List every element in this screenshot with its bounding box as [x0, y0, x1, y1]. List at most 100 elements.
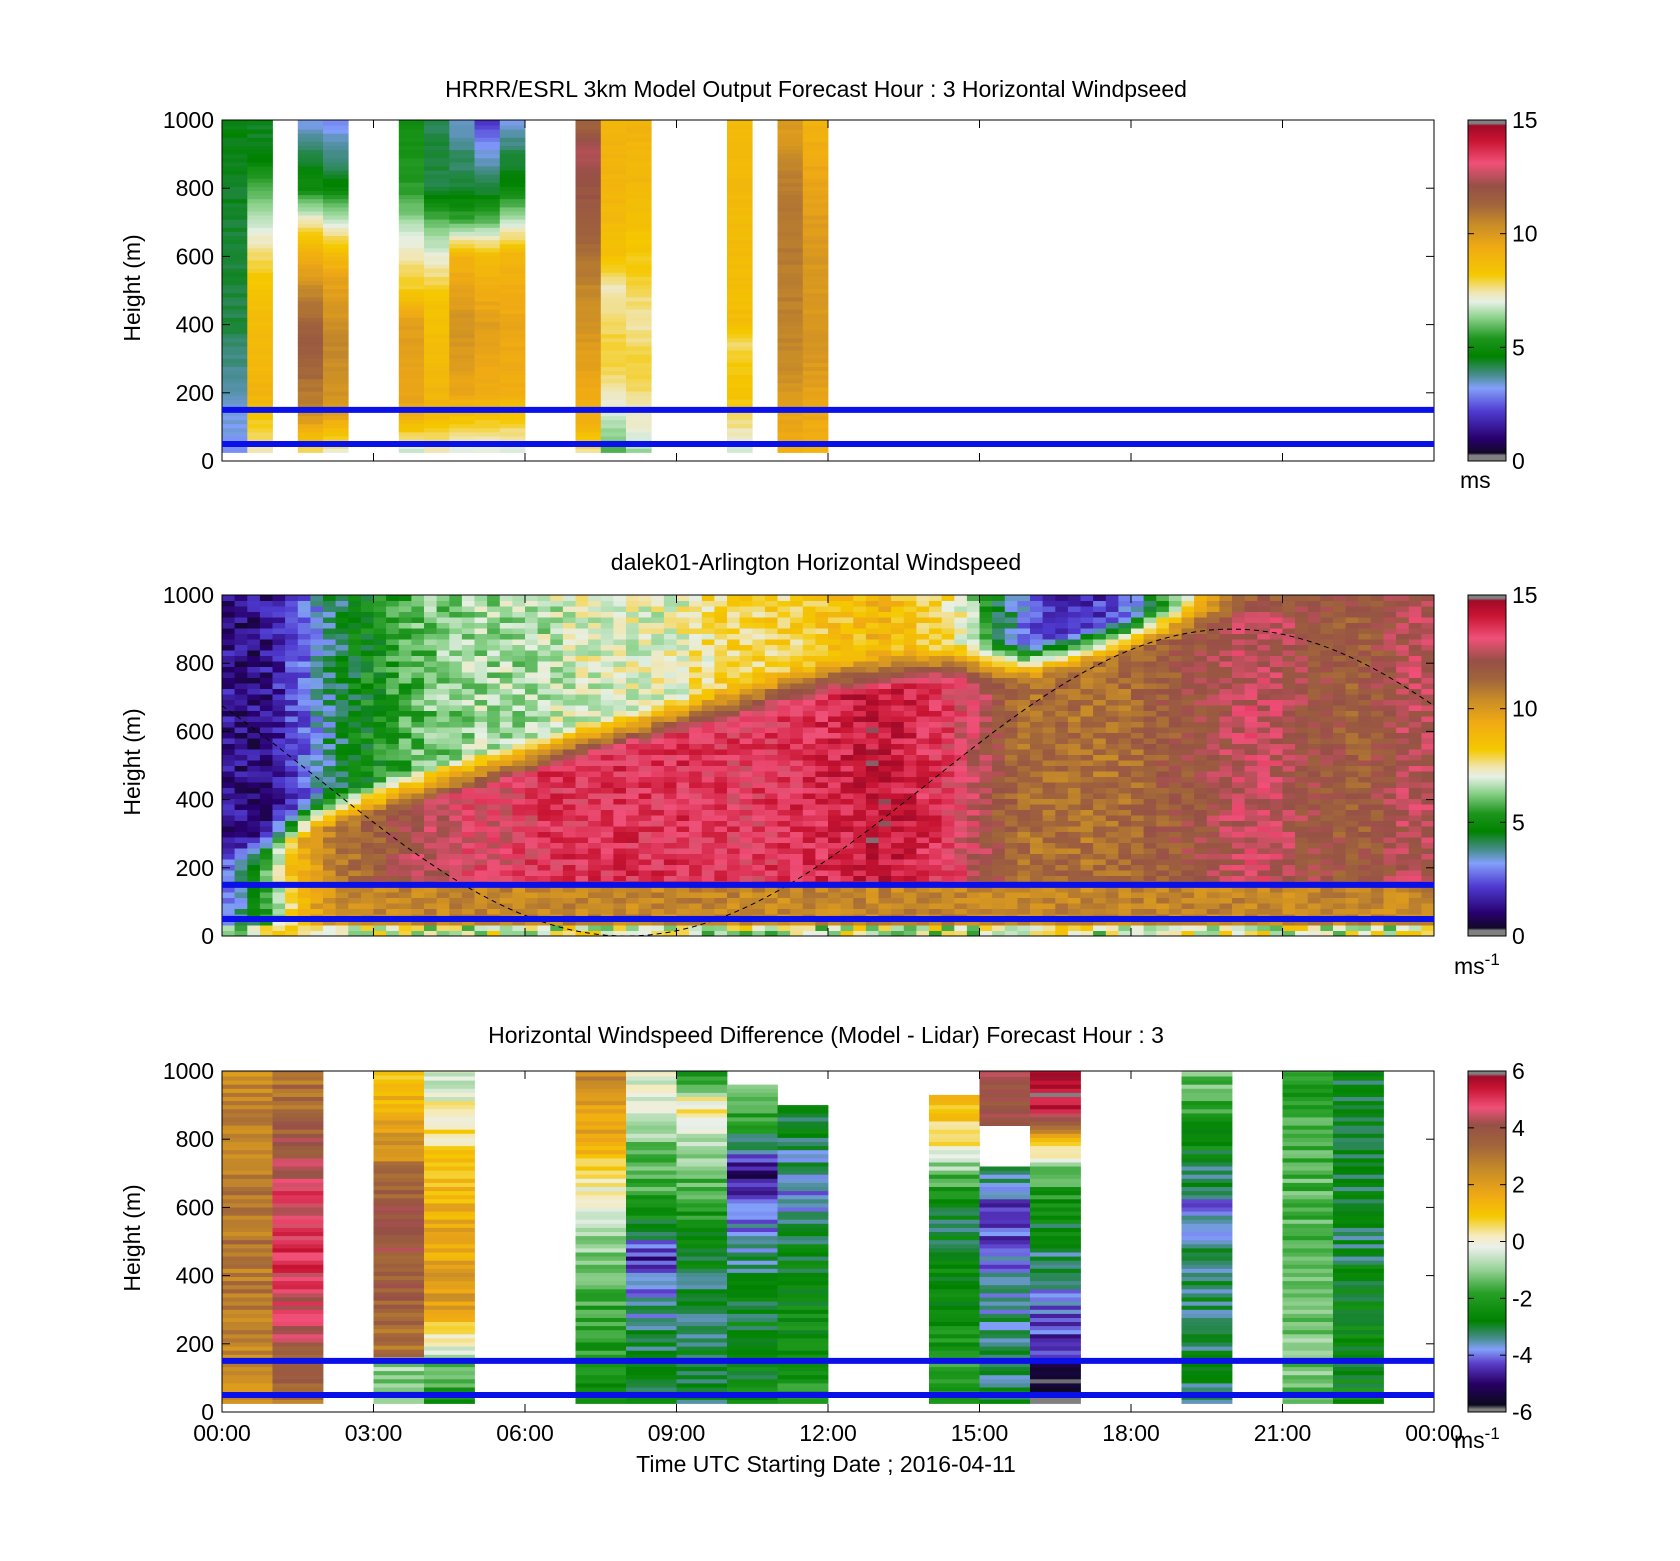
heatmap-cell [626, 329, 652, 335]
heatmap-cell [714, 925, 728, 931]
heatmap-cell [752, 727, 766, 733]
heatmap-cell [323, 252, 349, 257]
heatmap-cell [323, 350, 349, 355]
heatmap-cell [575, 313, 602, 318]
heatmap-cell [941, 716, 955, 722]
heatmap-cell [537, 908, 551, 915]
heatmap-cell [449, 301, 475, 306]
heatmap-cell [436, 677, 450, 684]
heatmap-cell [335, 826, 349, 832]
heatmap-cell [247, 337, 273, 343]
heatmap-cell [613, 903, 627, 909]
heatmap-cell [626, 606, 640, 612]
heatmap-cell [424, 727, 438, 733]
heatmap-cell [701, 716, 715, 722]
heatmap-cell [525, 837, 539, 843]
heatmap-cell [537, 644, 551, 651]
heatmap-cell [411, 622, 425, 629]
heatmap-cell [638, 749, 652, 755]
heatmap-cell [651, 743, 665, 750]
heatmap-cell [537, 837, 551, 843]
heatmap-cell [259, 864, 273, 871]
heatmap-cell [285, 892, 299, 898]
heatmap-cell [335, 661, 349, 667]
heatmap-cell [954, 622, 968, 629]
heatmap-cell [461, 875, 475, 882]
heatmap-cell [474, 370, 501, 376]
heatmap-cell [600, 897, 614, 904]
heatmap-cell [828, 628, 842, 634]
heatmap-cell [802, 842, 816, 849]
heatmap-cell [499, 362, 526, 367]
heatmap-cell [398, 754, 412, 761]
heatmap-cell [398, 600, 412, 607]
heatmap-cell [234, 908, 248, 915]
heatmap-cell [474, 354, 501, 359]
heatmap-cell [651, 639, 665, 645]
heatmap-cell [285, 809, 299, 816]
heatmap-cell [285, 644, 299, 651]
heatmap-cell [701, 644, 715, 651]
heatmap-cell [626, 749, 640, 755]
heatmap-cell [297, 362, 324, 367]
heatmap-cell [398, 870, 412, 876]
heatmap-cell [323, 886, 337, 893]
heatmap-cell [373, 875, 387, 882]
heatmap-cell [714, 760, 728, 766]
heatmap-cell [247, 771, 261, 777]
heatmap-cell [701, 743, 715, 750]
heatmap-cell [247, 329, 273, 335]
heatmap-cell [626, 342, 652, 347]
heatmap-cell [323, 595, 337, 601]
heatmap-cell [600, 886, 614, 893]
heatmap-cell [285, 749, 299, 755]
heatmap-cell [222, 595, 236, 601]
heatmap-cell [663, 705, 677, 711]
heatmap-cell [626, 297, 652, 302]
heatmap-cell [891, 897, 905, 904]
heatmap-cell [853, 611, 867, 618]
heatmap-cell [790, 710, 804, 717]
heatmap-cell [739, 749, 753, 755]
heatmap-cell [386, 628, 400, 634]
heatmap-cell [222, 153, 248, 159]
heatmap-cell [739, 925, 753, 931]
heatmap-cell [550, 804, 564, 810]
heatmap-cell [222, 317, 248, 322]
heatmap-cell [777, 366, 804, 371]
heatmap-cell [487, 666, 501, 673]
heatmap-cell [575, 120, 602, 122]
heatmap-cell [525, 655, 539, 662]
heatmap-cell [600, 346, 627, 351]
heatmap-cell [575, 178, 602, 183]
heatmap-cell [802, 297, 829, 302]
heatmap-cell [777, 129, 804, 134]
heatmap-cell [323, 793, 337, 799]
heatmap-cell [360, 661, 374, 667]
heatmap-cell [600, 161, 627, 167]
heatmap-cell [297, 436, 324, 441]
heatmap-cell [828, 826, 842, 832]
heatmap-cell [651, 787, 665, 794]
heatmap-cell [626, 288, 652, 294]
heatmap-cell [840, 721, 854, 728]
heatmap-cell [638, 688, 652, 695]
heatmap-cell [323, 903, 337, 909]
heatmap-cell [575, 288, 602, 294]
heatmap-cell [600, 859, 614, 865]
heatmap-cell [449, 219, 475, 224]
heatmap-cell [474, 644, 488, 651]
heatmap-cell [613, 743, 627, 750]
heatmap-cell [386, 886, 400, 893]
heatmap-cell [386, 826, 400, 832]
heatmap-cell [727, 870, 741, 876]
heatmap-cell [424, 387, 450, 392]
heatmap-cell [777, 853, 791, 860]
heatmap-cell [853, 820, 867, 827]
heatmap-cell [853, 666, 867, 673]
heatmap-cell [297, 305, 324, 310]
heatmap-cell [449, 754, 463, 761]
heatmap-cell [739, 787, 753, 794]
heatmap-cell [537, 826, 551, 832]
heatmap-cell [891, 672, 905, 678]
